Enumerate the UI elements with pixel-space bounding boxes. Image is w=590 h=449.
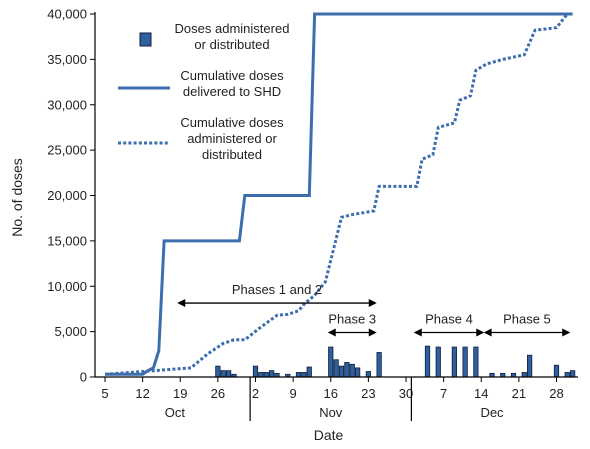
arrow-head-left xyxy=(413,328,422,337)
axes-layer xyxy=(94,12,578,378)
bar xyxy=(473,346,479,378)
y-tick-label: 0 xyxy=(80,370,87,385)
legend-label: distributed xyxy=(202,147,262,162)
x-tick-label: 26 xyxy=(211,386,225,401)
x-tick-label: 5 xyxy=(101,386,108,401)
y-tick-label: 25,000 xyxy=(47,143,87,158)
bar xyxy=(269,370,275,378)
x-tick-label: 19 xyxy=(173,386,187,401)
bar xyxy=(263,372,269,378)
x-tick-label: 30 xyxy=(399,386,413,401)
bar xyxy=(258,372,264,378)
bar xyxy=(365,371,371,378)
legend-label: administered or xyxy=(187,131,277,146)
arrow-head-right xyxy=(562,328,571,337)
bar xyxy=(521,372,527,378)
y-tick-label: 20,000 xyxy=(47,188,87,203)
bar xyxy=(355,367,361,378)
bars-layer xyxy=(215,345,576,378)
x-tick-label: 21 xyxy=(512,386,526,401)
legend-label: Cumulative doses xyxy=(180,115,284,130)
legend-label: Cumulative doses xyxy=(180,68,284,83)
month-label: Oct xyxy=(165,405,186,420)
arrow-head-right xyxy=(368,328,377,337)
phase-label: Phase 3 xyxy=(328,312,376,327)
bar xyxy=(424,345,431,378)
bar xyxy=(306,366,312,378)
bar xyxy=(338,365,345,378)
y-tick-label: 35,000 xyxy=(47,52,87,67)
bar xyxy=(553,364,560,378)
bar xyxy=(527,354,533,378)
bar xyxy=(252,365,259,378)
y-tick-label: 15,000 xyxy=(47,233,87,248)
bar xyxy=(435,346,441,378)
bar xyxy=(226,370,232,378)
legend-label: Doses administered xyxy=(175,21,290,36)
bar xyxy=(328,346,334,378)
x-ticks: 5 12 19 26 2 9 16 23 30 7 14 21 28 Oct Nov Dec xyxy=(101,377,564,421)
arrow-head-left xyxy=(483,328,492,337)
legend-swatch-bar xyxy=(139,32,152,47)
y-tick-label: 30,000 xyxy=(47,97,87,112)
x-tick-label: 16 xyxy=(324,386,338,401)
bar xyxy=(220,370,226,378)
x-tick-label: 28 xyxy=(549,386,563,401)
y-ticks: 0 5,000 10,000 15,000 20,000 25,000 30,000 35,0… xyxy=(47,7,95,385)
y-tick-label: 40,000 xyxy=(47,7,87,22)
bar xyxy=(349,363,355,378)
y-axis-title: No. of doses xyxy=(9,158,25,237)
y-tick-label: 5,000 xyxy=(54,324,87,339)
bar xyxy=(215,365,221,378)
series-line-administered xyxy=(104,12,573,376)
bar xyxy=(295,372,302,378)
arrow-head-right xyxy=(476,328,485,337)
bar xyxy=(451,346,457,378)
bar xyxy=(564,372,570,378)
x-tick-label: 7 xyxy=(440,386,447,401)
lines-layer xyxy=(104,12,573,376)
arrow-head-right xyxy=(368,299,377,308)
bar xyxy=(570,370,576,378)
y-tick-label: 10,000 xyxy=(47,279,87,294)
legend-label: delivered to SHD xyxy=(183,84,281,99)
phase-label: Phases 1 and 2 xyxy=(232,282,322,297)
month-label: Nov xyxy=(319,405,343,420)
bar xyxy=(462,346,468,378)
x-tick-label: 9 xyxy=(290,386,297,401)
phase-label: Phase 5 xyxy=(503,312,551,327)
phase-annotations: Phases 1 and 2 Phase 3 Phase 4 Phase 5 xyxy=(177,282,571,337)
arrow-head-left xyxy=(177,299,186,308)
arrow-head-left xyxy=(327,328,336,337)
x-tick-label: 23 xyxy=(361,386,375,401)
bar xyxy=(333,359,339,378)
x-tick-label: 12 xyxy=(135,386,149,401)
legend-label: or distributed xyxy=(194,37,269,52)
x-axis-title: Date xyxy=(314,427,344,443)
x-tick-label: 14 xyxy=(474,386,488,401)
x-tick-label: 2 xyxy=(252,386,259,401)
bar xyxy=(301,372,307,378)
bar xyxy=(344,362,350,378)
bar xyxy=(376,352,382,378)
phase-label: Phase 4 xyxy=(425,312,473,327)
month-label: Dec xyxy=(480,405,504,420)
